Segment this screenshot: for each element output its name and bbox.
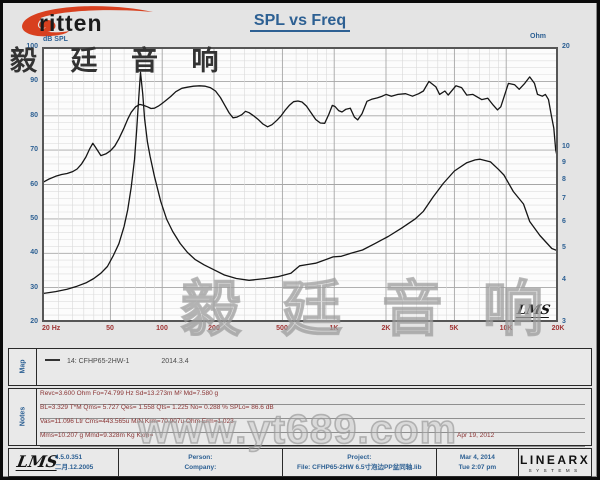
file-label: File: CFHP65-2HW 6.5寸泡边PP盆同轴.lib [296,463,422,471]
brand-swoosh-icon [11,4,161,45]
xtick-label: 10K [499,325,513,332]
notes-strip: Notes [9,389,37,445]
footer-linearx-cell: LINEARX SYSTEMS [519,449,591,476]
footer-time: Tue 2:07 pm [458,463,497,471]
linearx-brand: LINEARX [520,452,591,467]
ytick-label: 90 [30,77,38,84]
ytick-label: 70 [30,146,38,153]
ytick-label: 30 [30,284,38,291]
rtick-label: 7 [562,195,566,202]
plot-frame [42,47,558,322]
ytick-label: 40 [30,249,38,256]
legend-series-name: 14: CFHP65-2HW-1 [66,358,130,365]
footer-version-date: 二月.12.2005 [55,463,94,471]
spl-curve [41,76,559,184]
rtick-label: 8 [562,176,566,183]
xtick-label: 20K [551,325,565,332]
left-axis-unit-label: dB SPL [43,36,68,43]
right-axis-unit-label: Ohm [530,33,546,40]
footer-date: Mar 4, 2014 [459,453,495,461]
notes-line-2: BL=3.329 T*M Qms= 5.727 Qes= 1.558 Qts= … [40,404,585,419]
xtick-label: 500 [276,325,288,332]
xtick-label: 50 [106,325,114,332]
spl-freq-chart: LMS [41,47,559,322]
linearx-logo: LINEARX SYSTEMS [519,449,591,476]
chart-canvas [41,47,559,322]
rtick-label: 6 [562,218,566,225]
legend-line-marker [45,359,60,361]
footer-version-number: 4.5.0.351 [55,454,83,461]
page-title: SPL vs Freq [3,12,597,32]
notes-panel: Notes Revc=3.600 Ohm Fo=74.799 Hz Sd=13.… [8,388,592,447]
rtick-label: 9 [562,159,566,166]
xtick-label: 5K [449,325,459,332]
ytick-label: 20 [30,318,38,325]
footer-project-cell[interactable]: Project: File: CFHP65-2HW 6.5寸泡边PP盆同轴.li… [283,449,437,476]
legend-row[interactable]: 14: CFHP65-2HW-1 2014.3.4 [45,358,189,365]
legend-series-date: 2014.3.4 [161,358,189,365]
impedance-curve [41,71,559,295]
watermark-company-top: 毅 廷 音 响 [10,46,232,76]
rtick-label: 3 [562,318,566,325]
chart-grid [42,47,558,322]
notes-line-1: Revc=3.600 Ohm Fo=74.799 Hz Sd=13.273m M… [40,390,585,405]
lms-corner-logo: LMS [515,303,552,318]
footer-version-cell: LMS 4.5.0.351 二月.12.2005 [9,449,119,476]
map-strip: Map [9,349,37,385]
ytick-label: 80 [30,112,38,119]
footer-person-cell[interactable]: Person: Company: [119,449,284,476]
rtick-label: 20 [562,43,570,50]
ytick-label: 60 [30,181,38,188]
map-panel: Map 14: CFHP65-2HW-1 2014.3.4 [8,348,592,386]
company-label: Company: [184,463,217,471]
notes-strip-label: Notes [19,406,27,427]
xtick-label: 2K [381,325,391,332]
notes-line-4-right: Apr 19, 2012 [457,432,495,439]
xtick-label: 200 [208,325,220,332]
xtick-label: 20 Hz [42,325,61,332]
xtick-label: 100 [156,325,168,332]
footer-bar: LMS 4.5.0.351 二月.12.2005 Person: Company… [8,448,592,477]
xtick-label: 1K [329,325,339,332]
ytick-label: 100 [26,43,38,50]
ytick-label: 50 [30,215,38,222]
project-label: Project: [347,453,372,461]
linearx-brand-sub: SYSTEMS [528,467,582,473]
notes-line-4: Mms=10.207 g Mmd=9.328m Kg Kxm= [40,432,585,447]
person-label: Person: [188,453,213,461]
rtick-label: 5 [562,244,566,251]
footer-datetime-cell: Mar 4, 2014 Tue 2:07 pm [437,449,520,476]
brand-name: ritten [39,10,103,36]
lms-footer-logo: LMS [15,452,60,471]
rtick-label: 4 [562,276,566,283]
rtick-label: 10 [562,143,570,150]
notes-line-3: Vas=11.096 Ltr Cms=443.565u M/N Krm=70.9… [40,418,585,433]
